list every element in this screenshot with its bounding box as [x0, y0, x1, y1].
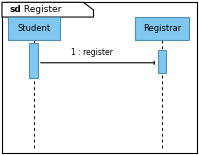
Bar: [8, 17, 60, 40]
Bar: [29, 43, 38, 78]
Text: Student: Student: [17, 24, 50, 33]
Text: sd: sd: [10, 5, 22, 14]
Bar: [135, 17, 189, 40]
Text: Register: Register: [21, 5, 61, 14]
Bar: [158, 50, 166, 73]
Text: 1 : register: 1 : register: [71, 48, 112, 57]
Text: Registrar: Registrar: [143, 24, 181, 33]
Polygon shape: [2, 2, 94, 17]
